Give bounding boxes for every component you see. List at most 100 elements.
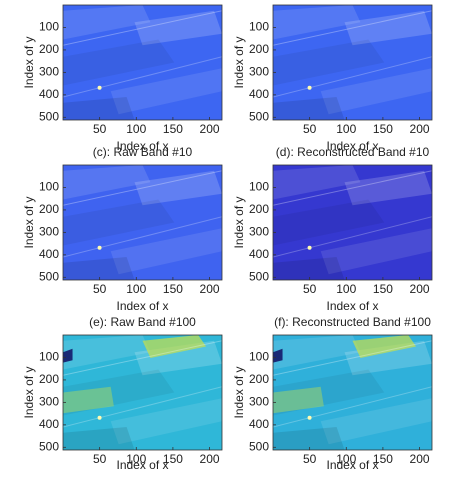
y-tick-label: 100 [249, 20, 269, 34]
field [320, 398, 432, 445]
y-tick-label: 100 [39, 350, 59, 364]
x-axis-label: Index of x [116, 458, 168, 472]
y-tick-label: 100 [39, 180, 59, 194]
field [352, 335, 417, 358]
y-tick-label: 400 [249, 87, 269, 101]
y-tick-label: 100 [39, 20, 59, 34]
y-tick-label: 100 [249, 180, 269, 194]
field [63, 335, 151, 370]
image [273, 165, 432, 280]
field [273, 165, 361, 200]
x-tick-label: 150 [373, 452, 393, 466]
x-tick-label: 50 [93, 452, 107, 466]
road [273, 216, 432, 258]
y-tick-label: 400 [249, 247, 269, 261]
field [134, 170, 222, 206]
road [273, 386, 432, 428]
field [320, 228, 432, 275]
x-tick-label: 150 [373, 122, 393, 136]
image-base [273, 165, 432, 280]
road [63, 170, 222, 206]
x-tick-label: 50 [303, 452, 317, 466]
y-tick-label: 300 [39, 225, 59, 239]
axes-box [272, 334, 433, 451]
field [273, 39, 385, 86]
road [273, 170, 432, 206]
y-tick-label: 200 [39, 202, 59, 216]
field [110, 398, 222, 445]
field [273, 257, 345, 280]
field [273, 348, 283, 363]
image [273, 335, 432, 450]
spot [97, 85, 102, 90]
spot [97, 245, 102, 250]
y-axis-label: Index of y [22, 366, 36, 418]
x-tick-label: 200 [410, 282, 430, 296]
x-tick-label: 50 [93, 122, 107, 136]
y-tick-label: 500 [249, 109, 269, 123]
y-tick-label: 500 [39, 439, 59, 453]
image-base [63, 5, 222, 120]
x-tick-label: 50 [303, 122, 317, 136]
y-axis-label: Index of y [232, 196, 246, 248]
x-tick-label: 150 [163, 452, 183, 466]
y-tick-label: 400 [39, 417, 59, 431]
road [63, 216, 222, 258]
x-tick-label: 200 [200, 122, 220, 136]
axes-box [62, 4, 223, 121]
y-axis-label: Index of y [232, 366, 246, 418]
y-axis-label: Index of y [22, 36, 36, 88]
y-axis-label: Index of y [22, 196, 36, 248]
axes-box [62, 164, 223, 281]
x-tick-label: 50 [93, 282, 107, 296]
field [142, 335, 207, 358]
image [63, 5, 222, 120]
spot [97, 415, 102, 420]
y-tick-label: 400 [39, 87, 59, 101]
x-tick-label: 100 [336, 122, 356, 136]
field [273, 199, 385, 246]
field [134, 10, 222, 46]
x-axis-label: Index of x [326, 139, 378, 153]
spot [307, 245, 312, 250]
x-tick-label: 100 [336, 452, 356, 466]
y-tick-label: 500 [39, 109, 59, 123]
field [63, 257, 135, 280]
field [344, 10, 432, 46]
field [273, 427, 345, 450]
field [273, 335, 361, 370]
y-tick-label: 200 [39, 372, 59, 386]
field [63, 199, 175, 246]
panel-title: (d): Reconstructed Band #10 [276, 145, 430, 159]
road [273, 56, 432, 98]
x-axis-label: Index of x [116, 139, 168, 153]
axes-box [62, 334, 223, 451]
y-tick-label: 400 [39, 247, 59, 261]
field [344, 170, 432, 206]
field [110, 228, 222, 275]
x-tick-label: 50 [303, 282, 317, 296]
x-tick-label: 100 [126, 122, 146, 136]
field [273, 97, 345, 120]
road [273, 340, 432, 376]
x-tick-label: 200 [200, 452, 220, 466]
field [63, 348, 73, 363]
x-tick-label: 150 [163, 282, 183, 296]
image [63, 165, 222, 280]
axes-box [272, 4, 433, 121]
image [273, 5, 432, 120]
x-tick-label: 150 [163, 122, 183, 136]
axes-box [272, 164, 433, 281]
y-tick-label: 500 [39, 269, 59, 283]
y-tick-label: 100 [249, 350, 269, 364]
y-tick-label: 500 [249, 439, 269, 453]
x-axis-label: Index of x [116, 299, 168, 313]
panel-title: (e): Raw Band #100 [89, 315, 196, 329]
y-tick-label: 300 [39, 395, 59, 409]
road [273, 10, 432, 46]
field [110, 68, 222, 115]
y-tick-label: 200 [39, 42, 59, 56]
x-tick-label: 200 [200, 282, 220, 296]
x-tick-label: 100 [126, 282, 146, 296]
